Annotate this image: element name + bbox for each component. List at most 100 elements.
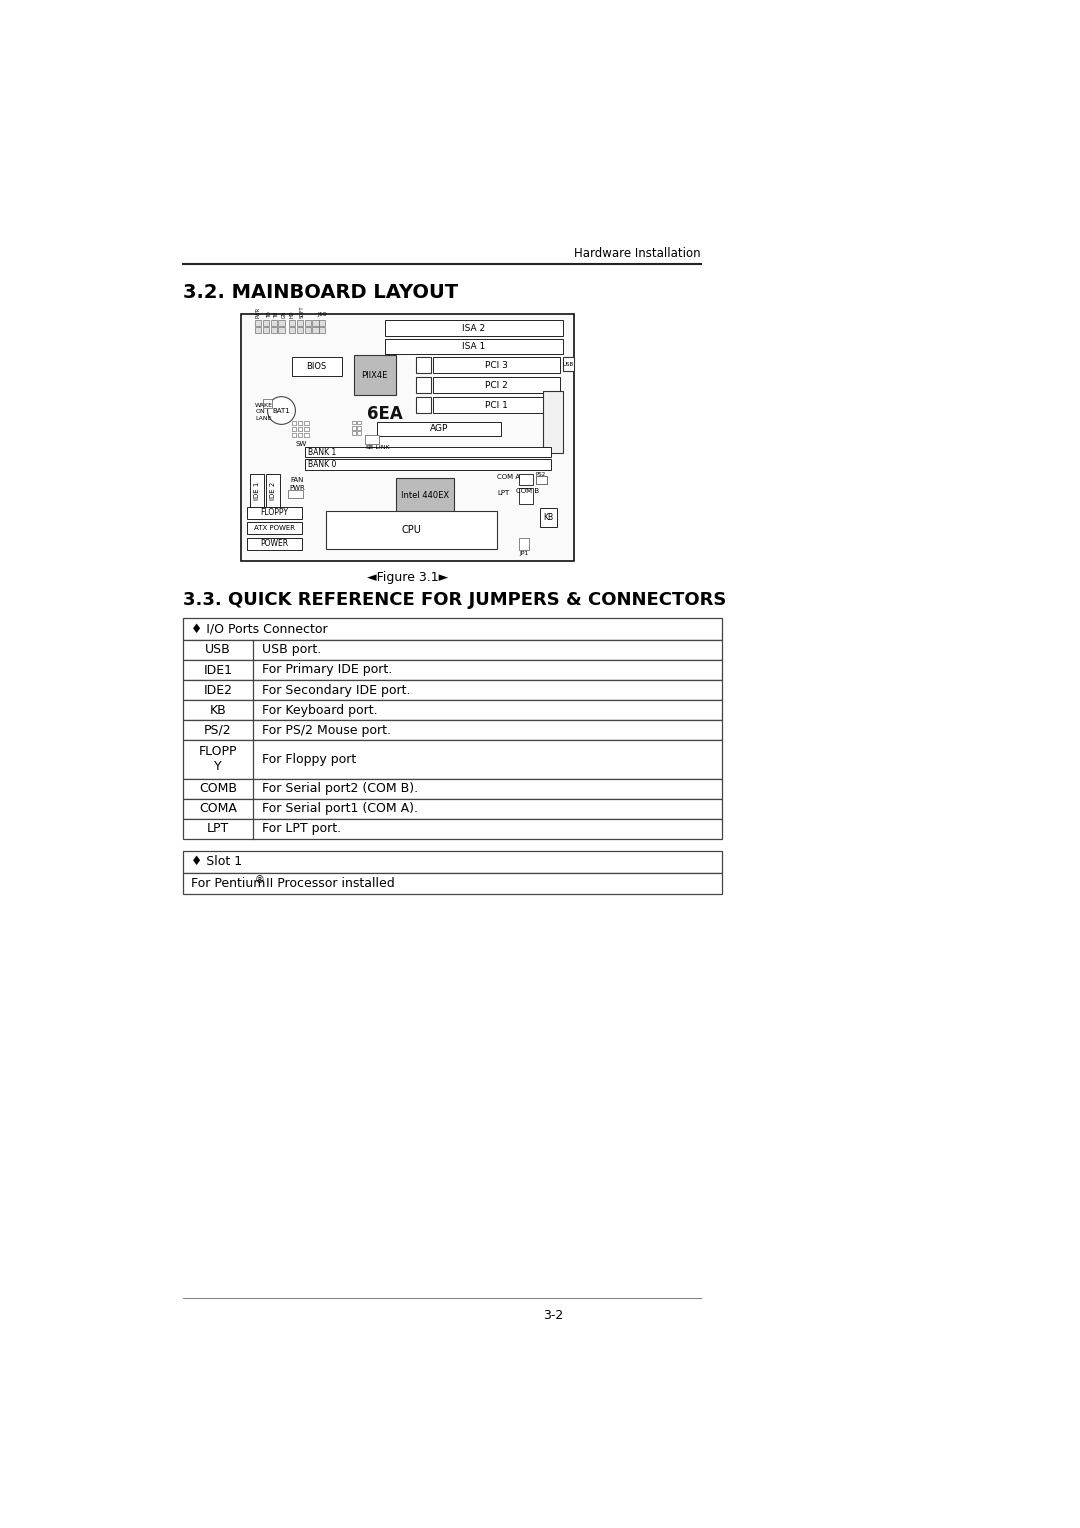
Bar [305, 327, 311, 333]
Bar [298, 432, 302, 437]
Bar [540, 509, 556, 527]
Bar [357, 420, 362, 425]
Bar [303, 420, 309, 425]
Bar [292, 432, 296, 437]
Text: POWER: POWER [260, 539, 288, 549]
Text: COM B: COM B [516, 487, 539, 494]
Bar [279, 321, 284, 325]
Bar [396, 477, 455, 515]
Text: GN: GN [282, 310, 287, 318]
Bar [518, 538, 529, 550]
Bar [377, 422, 501, 435]
Bar [303, 426, 309, 431]
Bar [289, 321, 296, 325]
Text: FLOPPY: FLOPPY [260, 509, 288, 518]
Text: IDE 2: IDE 2 [270, 481, 276, 500]
Bar [183, 872, 721, 894]
Bar [183, 740, 721, 779]
Text: COMA: COMA [199, 802, 237, 814]
Bar [292, 358, 342, 376]
Text: ATX POWER: ATX POWER [254, 526, 295, 532]
Bar [297, 327, 303, 333]
Bar [292, 420, 296, 425]
Text: ISA 1: ISA 1 [462, 342, 485, 351]
Bar [183, 640, 721, 660]
Text: FLOPP
Y: FLOPP Y [199, 746, 238, 773]
Text: ♦ I/O Ports Connector: ♦ I/O Ports Connector [191, 623, 327, 636]
Text: AGP: AGP [430, 425, 448, 434]
Text: For Floppy port: For Floppy port [262, 753, 356, 766]
Bar [305, 321, 311, 325]
Bar [266, 474, 280, 507]
Bar [262, 399, 272, 408]
Bar [357, 426, 362, 429]
Bar [416, 397, 431, 413]
Bar [262, 321, 269, 325]
Bar [543, 391, 563, 452]
Text: SOFT: SOFT [299, 306, 305, 318]
Text: TD: TD [267, 312, 271, 318]
Bar [384, 321, 563, 336]
Text: II Processor installed: II Processor installed [262, 877, 395, 889]
Text: PWR: PWR [256, 307, 260, 318]
Text: ®: ® [255, 876, 265, 885]
Text: BANK 0: BANK 0 [308, 460, 336, 469]
Text: TB: TB [274, 312, 280, 318]
Text: WAKE
ON
LANE: WAKE ON LANE [255, 403, 273, 422]
Bar [416, 377, 431, 393]
Text: PS/2: PS/2 [204, 724, 232, 736]
Text: ◄Figure 3.1►: ◄Figure 3.1► [367, 571, 448, 584]
Text: ♦ Slot 1: ♦ Slot 1 [191, 856, 242, 868]
Bar [183, 660, 721, 680]
Bar [247, 538, 301, 550]
Text: BIOS: BIOS [307, 362, 327, 371]
Bar [262, 327, 269, 333]
Bar [287, 490, 303, 498]
Bar [384, 339, 563, 354]
Text: COMB: COMB [199, 782, 237, 795]
Bar [312, 327, 319, 333]
Bar [433, 377, 561, 393]
Bar [312, 321, 319, 325]
Text: For Serial port1 (COM A).: For Serial port1 (COM A). [262, 802, 418, 814]
Text: PCI 1: PCI 1 [485, 400, 508, 410]
Text: 3.3. QUICK REFERENCE FOR JUMPERS & CONNECTORS: 3.3. QUICK REFERENCE FOR JUMPERS & CONNE… [183, 591, 727, 610]
Bar [183, 680, 721, 700]
Bar [365, 435, 379, 445]
Text: IDE2: IDE2 [203, 683, 232, 697]
Text: For Keyboard port.: For Keyboard port. [262, 703, 378, 717]
Bar [183, 619, 721, 640]
Text: LPT: LPT [206, 822, 229, 836]
Text: PIIX4E: PIIX4E [362, 371, 388, 379]
Bar [416, 358, 431, 373]
Text: IDE 1: IDE 1 [255, 481, 260, 500]
Bar [319, 321, 325, 325]
Text: 3-2: 3-2 [543, 1309, 564, 1322]
Bar [518, 474, 532, 486]
Text: JP1: JP1 [519, 552, 529, 556]
Bar [183, 720, 721, 740]
Text: PCI 3: PCI 3 [485, 361, 508, 370]
Bar [303, 432, 309, 437]
Bar [305, 446, 551, 457]
Bar [298, 426, 302, 431]
Text: BAT1: BAT1 [272, 408, 291, 414]
Bar [255, 327, 261, 333]
Text: LPT: LPT [497, 490, 509, 495]
Bar [298, 420, 302, 425]
Bar [279, 327, 284, 333]
Text: For PS/2 Mouse port.: For PS/2 Mouse port. [262, 724, 391, 736]
Bar [292, 426, 296, 431]
Bar [297, 321, 303, 325]
Text: IDE1: IDE1 [203, 663, 232, 677]
Text: Intel 440EX: Intel 440EX [401, 492, 449, 501]
Bar [241, 315, 575, 561]
Bar [536, 475, 546, 484]
Text: KB: KB [543, 513, 553, 523]
Bar [247, 523, 301, 535]
Text: 6EA: 6EA [367, 405, 403, 423]
Text: SB-LINK: SB-LINK [365, 445, 390, 451]
Text: For LPT port.: For LPT port. [262, 822, 341, 836]
Bar [326, 510, 497, 549]
Text: USB port.: USB port. [262, 643, 322, 657]
